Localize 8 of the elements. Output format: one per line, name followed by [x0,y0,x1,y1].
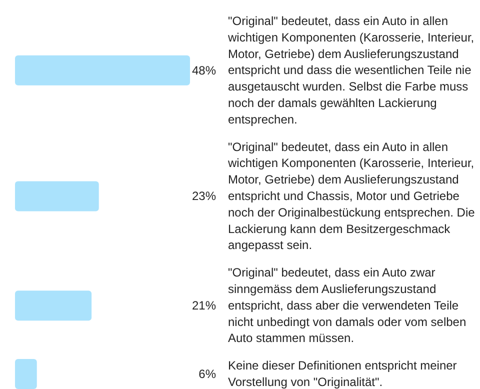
y-tick-label: "Original" bedeutet, dass ein Auto zwar sinngemäss dem Auslieferungszustand entspricht, dass aber die verwendeten Teile nicht unbedingt von damals oder vom selben Auto stammen müssen. [228,266,466,346]
data-label: 6% [198,367,216,381]
data-label: 23% [192,189,216,204]
data-label: 21% [192,298,216,313]
y-tick-label: Keine dieser Definitionen entspricht meiner Vorstellung von "Originalität". [228,358,457,389]
y-tick-label: "Original" bedeutet, dass ein Auto in allen wichtigen Komponenten (Karosserie, Interieur, Motor, Getriebe) dem Auslieferungszustand entspricht und Chassis, Motor und Getriebe noch der Originalbestückung entsprechen. Die Lackierung kann dem Besitzergeschmack angepasst sein. [227,140,476,252]
y-tick-label: "Original" bedeutet, dass ein Auto in allen wichtigen Komponenten (Karosserie, Interieur, Motor, Getriebe) dem Auslieferungszustand entspricht und dass die wesentlichen Teile nie ausgetauscht wurden. Selbst die Farbe muss noch der damals gewählten Lackierung entsprechen. [227,14,474,126]
data-label: 48% [192,63,216,78]
